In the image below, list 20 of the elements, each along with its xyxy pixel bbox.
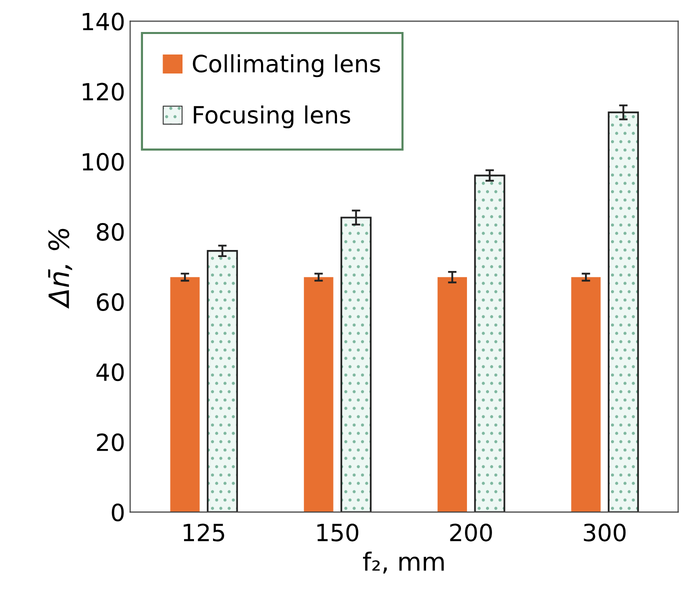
x-axis-title: f₂, mm <box>363 552 444 574</box>
y-axis-title: Δn̄, % <box>48 228 72 309</box>
y-tick-label: 20 <box>96 433 124 452</box>
x-tick-label: 300 <box>584 524 626 542</box>
legend-label: Collimating lens <box>192 54 380 78</box>
y-tick-label: 60 <box>96 293 124 312</box>
bar <box>438 277 467 512</box>
x-tick-label: 125 <box>184 524 224 542</box>
y-tick-label: 140 <box>82 12 124 31</box>
y-tick-label: 120 <box>82 82 124 101</box>
y-tick-label: 100 <box>82 152 124 171</box>
y-tick-label: 80 <box>96 223 124 241</box>
bar <box>170 277 200 512</box>
y-tick-label: 40 <box>96 363 124 382</box>
legend-label: Focusing lens <box>194 105 350 128</box>
bar <box>571 277 601 512</box>
bar <box>304 277 334 512</box>
y-tick-label: 0 <box>112 504 124 522</box>
x-tick-label: 150 <box>317 524 358 542</box>
x-tick-label: 200 <box>450 524 492 542</box>
